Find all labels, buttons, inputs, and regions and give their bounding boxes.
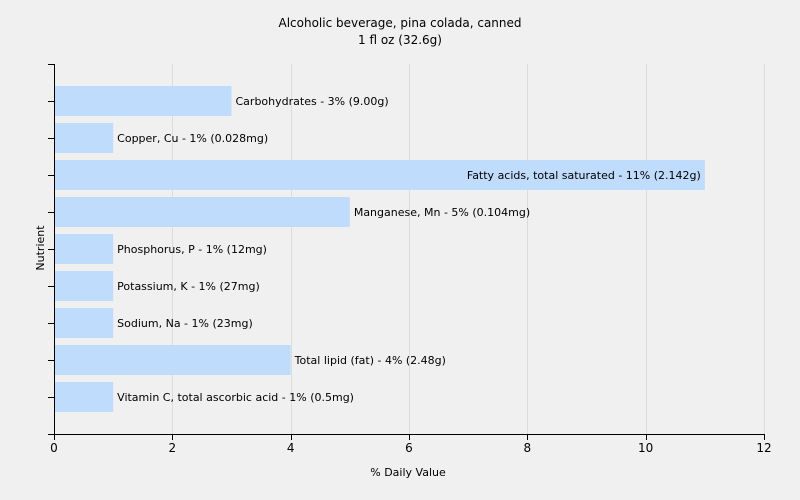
bar-label: Copper, Cu - 1% (0.028mg) bbox=[117, 132, 268, 145]
x-tick-label: 6 bbox=[405, 441, 413, 455]
y-axis-label: Nutrient bbox=[34, 225, 47, 271]
bar bbox=[55, 382, 114, 412]
bar-label: Sodium, Na - 1% (23mg) bbox=[117, 317, 253, 330]
x-tick-label: 0 bbox=[50, 441, 58, 455]
axes: 0 2 4 6 8 10 12 bbox=[48, 64, 772, 455]
bar-label: Carbohydrates - 3% (9.00g) bbox=[236, 95, 389, 108]
x-tick-label: 2 bbox=[169, 441, 177, 455]
x-tick-label: 8 bbox=[524, 441, 532, 455]
bar bbox=[55, 271, 114, 301]
bar-label: Phosphorus, P - 1% (12mg) bbox=[117, 243, 267, 256]
x-tick-label: 4 bbox=[287, 441, 295, 455]
bar bbox=[55, 160, 705, 190]
bar bbox=[55, 308, 114, 338]
bar bbox=[55, 123, 114, 153]
bar-label: Total lipid (fat) - 4% (2.48g) bbox=[294, 354, 446, 367]
bar-label: Fatty acids, total saturated - 11% (2.14… bbox=[467, 169, 701, 182]
x-tick-label: 10 bbox=[638, 441, 653, 455]
chart-subtitle: 1 fl oz (32.6g) bbox=[358, 33, 442, 47]
bar bbox=[55, 234, 114, 264]
chart-title: Alcoholic beverage, pina colada, canned bbox=[278, 16, 522, 30]
bar-label: Potassium, K - 1% (27mg) bbox=[117, 280, 260, 293]
bar-label: Vitamin C, total ascorbic acid - 1% (0.5… bbox=[117, 391, 354, 404]
bar-label: Manganese, Mn - 5% (0.104mg) bbox=[354, 206, 530, 219]
bar bbox=[55, 345, 291, 375]
bars: Carbohydrates - 3% (9.00g) Copper, Cu - 1… bbox=[55, 86, 705, 412]
bar bbox=[55, 197, 350, 227]
bar bbox=[55, 86, 232, 116]
x-tick-label: 12 bbox=[756, 441, 771, 455]
x-axis-label: % Daily Value bbox=[370, 466, 446, 479]
